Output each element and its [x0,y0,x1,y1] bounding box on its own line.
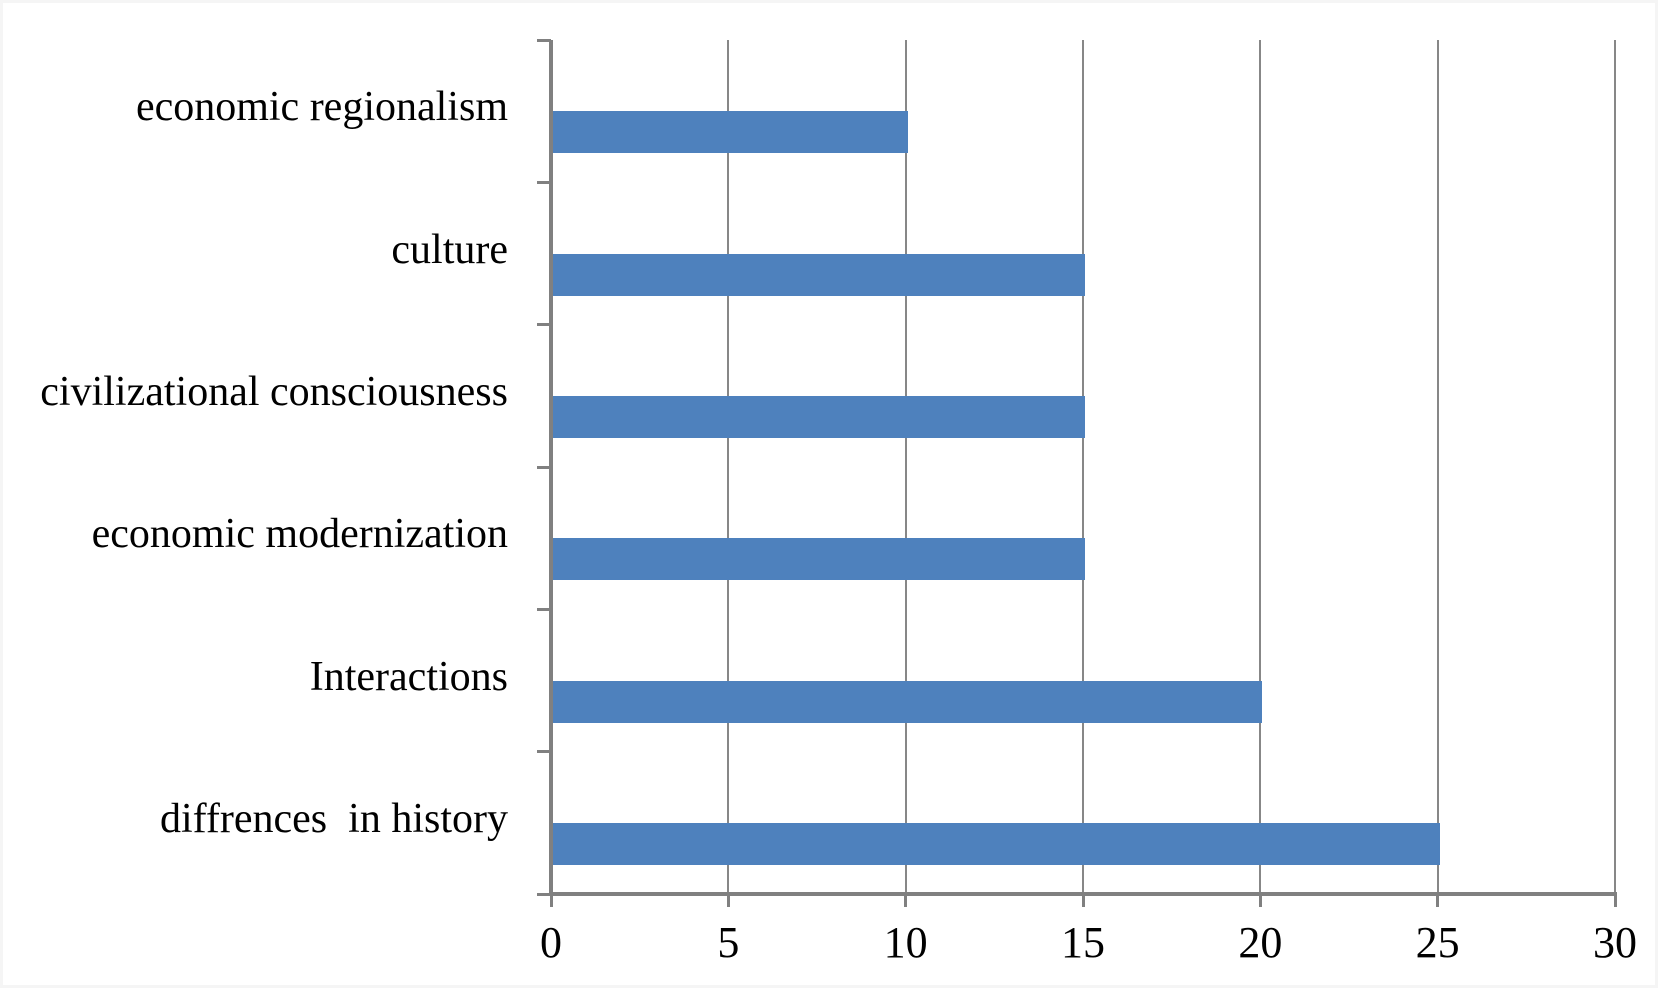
x-axis-tick-label: 20 [1238,918,1283,967]
category-label: diffrences in history [160,795,508,842]
y-axis-tick [537,465,551,469]
y-axis-tick [537,750,551,754]
x-axis-tick [726,894,730,907]
gridline [1259,40,1262,894]
y-axis-tick [537,892,551,896]
gridline [727,40,730,894]
x-axis-tick-label: 5 [717,918,740,967]
bar [553,111,908,154]
category-label: civilizational consciousness [40,368,508,415]
gridline [1082,40,1084,894]
x-axis-tick [1613,894,1617,907]
bar [553,680,1263,723]
gridline [1614,40,1616,894]
x-axis-tick-label: 30 [1593,918,1637,967]
bar [553,822,1440,865]
y-axis-tick [537,180,551,184]
x-axis-tick [1258,894,1262,907]
x-axis-tick-label: 0 [540,918,562,967]
bar [553,253,1085,296]
x-axis-tick [1436,894,1440,907]
bar [553,538,1085,581]
x-axis-tick-label: 15 [1061,918,1105,967]
bar [553,395,1085,438]
category-label: economic regionalism [135,84,508,131]
y-axis-tick [537,323,551,327]
x-axis-tick-label: 25 [1415,918,1460,967]
gridline [1436,40,1439,894]
y-axis-tick [537,607,551,611]
x-axis-tick [1081,894,1085,907]
y-axis [549,40,553,894]
x-axis-tick [904,894,908,907]
x-axis-tick-label: 10 [883,918,928,967]
gridline [904,40,907,894]
y-axis-tick [537,38,551,42]
category-label: culture [391,226,508,273]
x-axis-tick [549,894,553,907]
category-label: Interactions [309,653,508,700]
category-label: economic modernization [91,511,508,558]
